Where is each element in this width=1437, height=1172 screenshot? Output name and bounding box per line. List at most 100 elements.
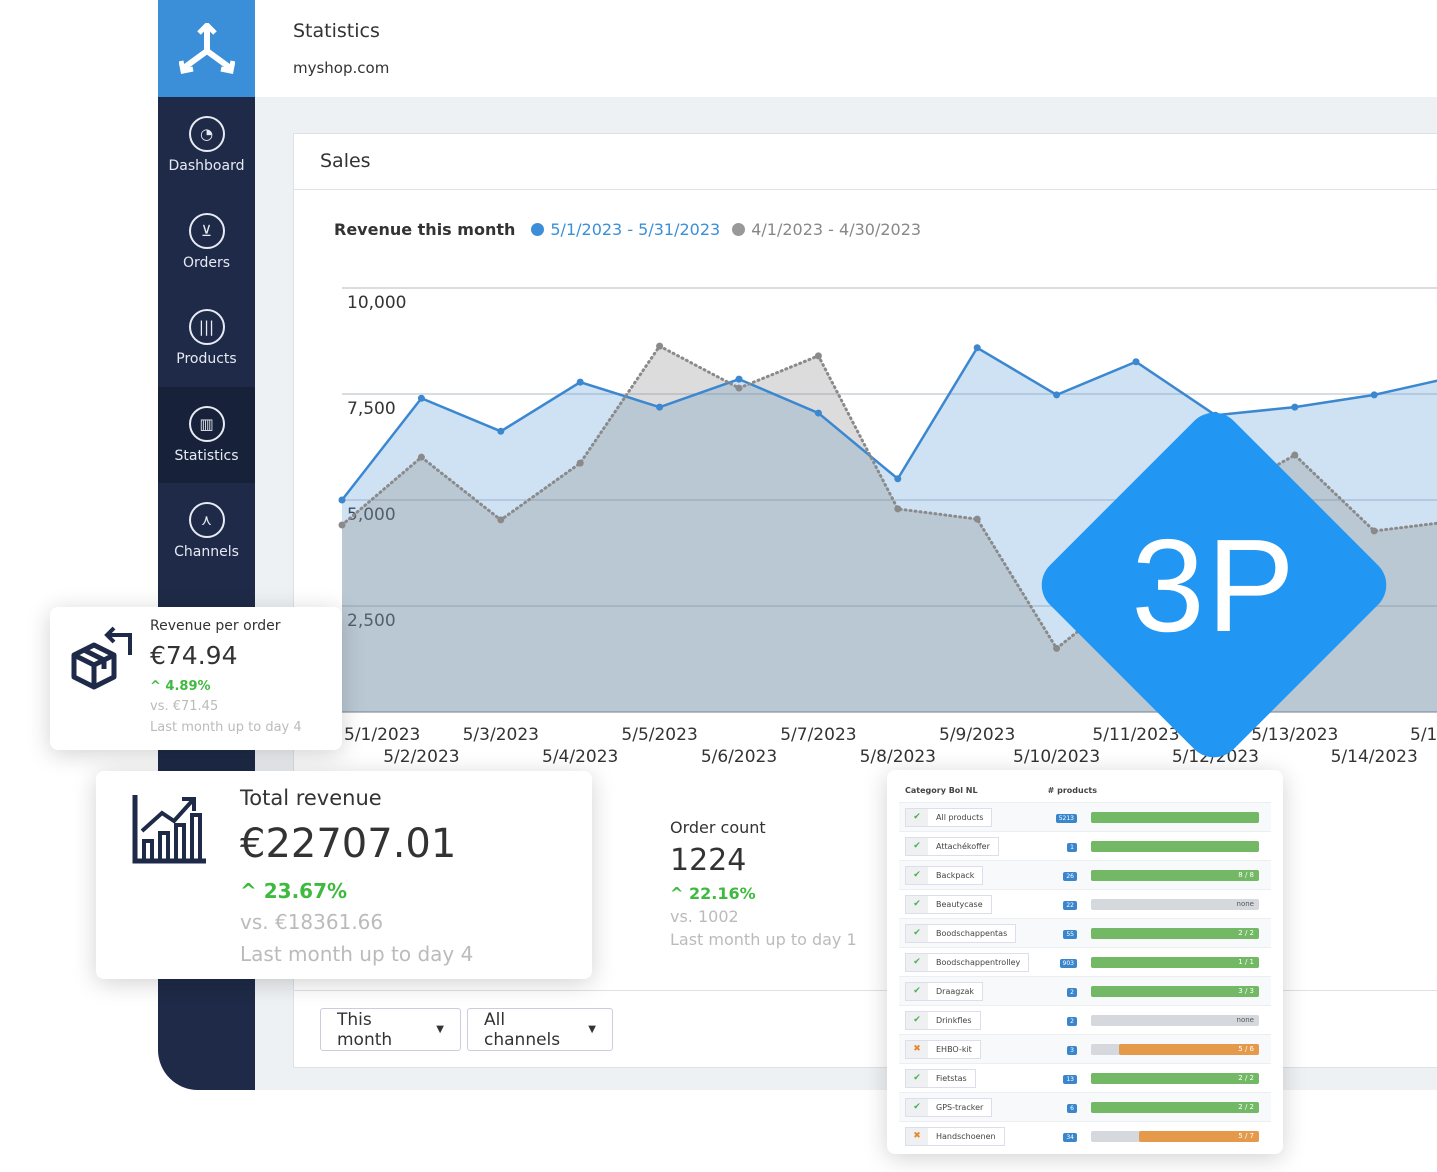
data-point[interactable] bbox=[735, 384, 743, 392]
progress-label: 2 / 2 bbox=[1238, 1073, 1254, 1082]
total-revenue-change: 23.67% bbox=[263, 879, 348, 903]
category-table-card: Category Bol NL # products ✔ All products… bbox=[887, 770, 1283, 1154]
product-count: 34 bbox=[1051, 1132, 1077, 1142]
data-point[interactable] bbox=[1370, 527, 1378, 535]
data-point[interactable] bbox=[1291, 403, 1299, 411]
data-point[interactable] bbox=[814, 352, 822, 360]
rpo-label: Revenue per order bbox=[150, 618, 281, 634]
page-header: Statistics myshop.com bbox=[255, 0, 1437, 97]
data-point[interactable] bbox=[497, 516, 505, 524]
data-point[interactable] bbox=[576, 459, 584, 467]
data-point[interactable] bbox=[576, 378, 584, 386]
check-icon: ✔ bbox=[906, 808, 928, 826]
category-chip[interactable]: ✔ Boodschappentas bbox=[905, 923, 1017, 943]
3p-badge-text: 3P bbox=[1131, 511, 1297, 659]
order-count-compare: vs. 1002 bbox=[670, 907, 739, 926]
data-point[interactable] bbox=[417, 394, 425, 402]
progress-fill bbox=[1091, 927, 1259, 939]
data-point[interactable] bbox=[1291, 451, 1299, 459]
data-point[interactable] bbox=[973, 515, 981, 523]
count-badge: 6 bbox=[1067, 1103, 1077, 1113]
count-badge: 1 bbox=[1067, 842, 1077, 852]
total-revenue-note: Last month up to day 4 bbox=[240, 942, 474, 966]
data-point[interactable] bbox=[814, 409, 822, 417]
count-badge: 26 bbox=[1063, 871, 1077, 881]
data-point[interactable] bbox=[338, 521, 346, 529]
category-chip[interactable]: ✔ Boodschappentrolley bbox=[905, 952, 1030, 972]
progress-label: 1 / 1 bbox=[1238, 957, 1254, 966]
data-point[interactable] bbox=[973, 344, 981, 352]
data-point[interactable] bbox=[656, 403, 664, 411]
category-chip[interactable]: ✖ Handschoenen bbox=[905, 1126, 1005, 1146]
category-chip[interactable]: ✔ Draagzak bbox=[905, 981, 984, 1001]
category-chip[interactable]: ✔ Beautycase bbox=[905, 894, 992, 914]
progress-label: 2 / 2 bbox=[1238, 928, 1254, 937]
data-point[interactable] bbox=[1132, 358, 1140, 366]
progress-fill bbox=[1139, 1130, 1259, 1142]
period-value: This month bbox=[337, 1009, 393, 1050]
data-point[interactable] bbox=[894, 475, 902, 483]
sidebar-item-channels[interactable]: ⋏ Channels bbox=[158, 483, 255, 579]
legend-current[interactable]: 5/1/2023 - 5/31/2023 bbox=[550, 220, 721, 239]
order-count-value: 1224 bbox=[670, 843, 747, 878]
category-chip[interactable]: ✔ GPS-tracker bbox=[905, 1097, 993, 1117]
x-tick-label: 5/5/2023 bbox=[621, 725, 697, 745]
progress-fill bbox=[1091, 985, 1259, 997]
order-count-stat: Order count 1224 ^ 22.16% vs. 1002 Last … bbox=[670, 818, 857, 949]
sidebar-item-label: Statistics bbox=[174, 448, 239, 464]
data-point[interactable] bbox=[1370, 391, 1378, 399]
table-row: ✖ Handschoenen 34 5 / 7 bbox=[899, 1121, 1271, 1150]
data-point[interactable] bbox=[1053, 391, 1061, 399]
table-row: ✔ Boodschappentrolley 903 1 / 1 bbox=[899, 947, 1271, 976]
legend-previous[interactable]: 4/1/2023 - 4/30/2023 bbox=[751, 220, 922, 239]
chart-icon: ▥ bbox=[188, 406, 225, 442]
category-chip[interactable]: ✔ Attachékoffer bbox=[905, 836, 999, 856]
check-icon: ✔ bbox=[906, 1098, 928, 1116]
period-dropdown[interactable]: This month ▼ bbox=[320, 1008, 461, 1051]
table-row: ✔ Backpack 26 8 / 8 bbox=[899, 860, 1271, 889]
progress-label: 8 / 8 bbox=[1238, 870, 1254, 879]
category-chip[interactable]: ✔ Drinkfles bbox=[905, 1010, 981, 1030]
progress-label: 5 / 6 bbox=[1238, 1044, 1254, 1053]
count-badge: 22 bbox=[1063, 900, 1077, 910]
caret-down-icon: ▼ bbox=[436, 1024, 444, 1035]
product-count: 5213 bbox=[1051, 813, 1077, 823]
legend-dot-previous bbox=[732, 223, 746, 236]
count-badge: 2 bbox=[1067, 1016, 1077, 1026]
sidebar-item-orders[interactable]: ⊻ Orders bbox=[158, 194, 255, 290]
category-chip[interactable]: ✔ Backpack bbox=[905, 865, 984, 885]
growth-chart-icon bbox=[132, 795, 206, 864]
data-point[interactable] bbox=[497, 427, 505, 435]
channel-dropdown[interactable]: All channels ▼ bbox=[467, 1008, 613, 1051]
check-icon: ✔ bbox=[906, 866, 928, 884]
category-name: GPS-tracker bbox=[936, 1102, 984, 1112]
divider bbox=[293, 990, 1437, 991]
progress-label: 5 / 7 bbox=[1238, 1131, 1254, 1140]
category-chip[interactable]: ✔ Fietstas bbox=[905, 1068, 976, 1088]
category-chip[interactable]: ✔ All products bbox=[905, 807, 993, 827]
progress-fill bbox=[1091, 1101, 1259, 1113]
mapping-progress-bar: 5 / 6 bbox=[1091, 1043, 1259, 1055]
x-tick-label: 5/6/2023 bbox=[701, 747, 777, 767]
data-point[interactable] bbox=[417, 453, 425, 461]
legend-dot-current bbox=[531, 223, 545, 236]
sidebar-item-products[interactable]: ||| Products bbox=[158, 290, 255, 386]
data-point[interactable] bbox=[338, 496, 346, 504]
x-tick-label: 5/15/2023 bbox=[1410, 725, 1437, 745]
mapping-progress-bar bbox=[1091, 840, 1259, 852]
order-count-note: Last month up to day 1 bbox=[670, 930, 857, 949]
category-chip[interactable]: ✖ EHBO-kit bbox=[905, 1039, 981, 1059]
data-point[interactable] bbox=[656, 342, 664, 350]
data-point[interactable] bbox=[1053, 644, 1061, 652]
x-tick-label: 5/13/2023 bbox=[1251, 725, 1338, 745]
app-logo[interactable] bbox=[158, 0, 255, 97]
sidebar-item-dashboard[interactable]: ◔ Dashboard bbox=[158, 97, 255, 193]
data-point[interactable] bbox=[894, 505, 902, 513]
table-row: ✔ GPS-tracker 6 2 / 2 bbox=[899, 1092, 1271, 1121]
y-tick-label: 2,500 bbox=[347, 611, 396, 631]
sidebar-item-statistics[interactable]: ▥ Statistics bbox=[158, 387, 255, 483]
data-point[interactable] bbox=[735, 375, 743, 383]
progress-fill bbox=[1091, 811, 1259, 823]
count-badge: 34 bbox=[1063, 1132, 1077, 1142]
mapping-progress-bar: none bbox=[1091, 898, 1259, 910]
